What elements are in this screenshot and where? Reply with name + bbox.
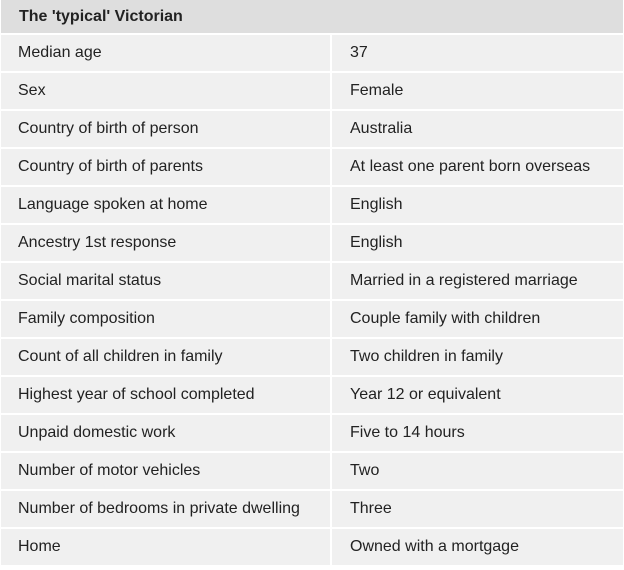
table-row: Ancestry 1st response English: [1, 225, 623, 263]
table-row: Country of birth of parents At least one…: [1, 149, 623, 187]
row-value: Two: [332, 453, 623, 489]
row-value: Australia: [332, 111, 623, 147]
table-row: Count of all children in family Two chil…: [1, 339, 623, 377]
row-label: Number of motor vehicles: [1, 453, 332, 489]
table-row: Median age 37: [1, 35, 623, 73]
row-value: Married in a registered marriage: [332, 263, 623, 299]
row-value: Couple family with children: [332, 301, 623, 337]
row-label: Family composition: [1, 301, 332, 337]
row-value: At least one parent born overseas: [332, 149, 623, 185]
row-value: Female: [332, 73, 623, 109]
row-label: Social marital status: [1, 263, 332, 299]
row-value: Five to 14 hours: [332, 415, 623, 451]
table-row: Sex Female: [1, 73, 623, 111]
table-row: Home Owned with a mortgage: [1, 529, 623, 567]
row-value: Year 12 or equivalent: [332, 377, 623, 413]
row-label: Number of bedrooms in private dwelling: [1, 491, 332, 527]
row-label: Count of all children in family: [1, 339, 332, 375]
table-row: Unpaid domestic work Five to 14 hours: [1, 415, 623, 453]
row-value: Three: [332, 491, 623, 527]
row-label: Highest year of school completed: [1, 377, 332, 413]
row-value: 37: [332, 35, 623, 71]
row-label: Unpaid domestic work: [1, 415, 332, 451]
table-row: Number of motor vehicles Two: [1, 453, 623, 491]
table-row: Language spoken at home English: [1, 187, 623, 225]
table-row: Number of bedrooms in private dwelling T…: [1, 491, 623, 529]
row-label: Ancestry 1st response: [1, 225, 332, 261]
row-value: English: [332, 187, 623, 223]
row-label: Home: [1, 529, 332, 565]
table-row: Social marital status Married in a regis…: [1, 263, 623, 301]
row-label: Sex: [1, 73, 332, 109]
table-title: The 'typical' Victorian: [1, 0, 623, 35]
table-row: Highest year of school completed Year 12…: [1, 377, 623, 415]
row-value: Two children in family: [332, 339, 623, 375]
row-value: English: [332, 225, 623, 261]
row-label: Country of birth of parents: [1, 149, 332, 185]
row-label: Median age: [1, 35, 332, 71]
table-row: Family composition Couple family with ch…: [1, 301, 623, 339]
table-row: Country of birth of person Australia: [1, 111, 623, 149]
row-value: Owned with a mortgage: [332, 529, 623, 565]
row-label: Language spoken at home: [1, 187, 332, 223]
row-label: Country of birth of person: [1, 111, 332, 147]
